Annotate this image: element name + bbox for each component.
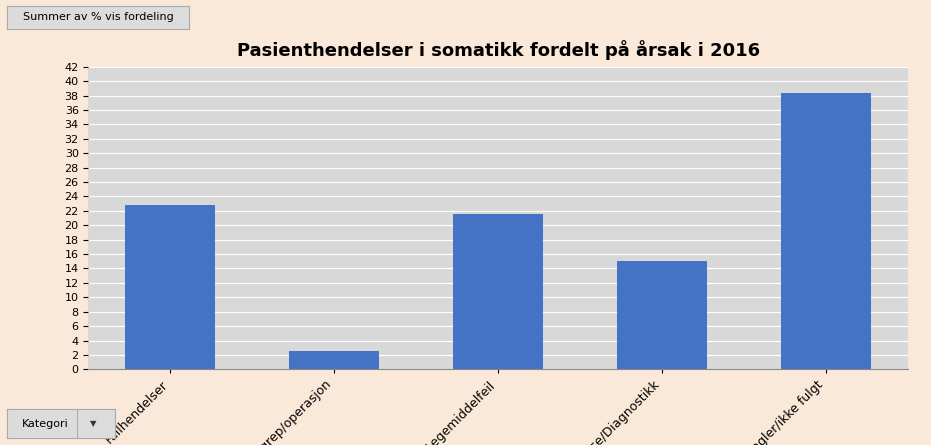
Bar	[781, 93, 870, 369]
Title: Pasienthendelser i somatikk fordelt på årsak i 2016: Pasienthendelser i somatikk fordelt på å…	[236, 40, 760, 60]
Bar	[126, 205, 215, 369]
Text: Kategori: Kategori	[21, 419, 68, 429]
Bar	[290, 351, 379, 369]
Text: Summer av % vis fordeling: Summer av % vis fordeling	[23, 12, 173, 22]
Bar	[617, 261, 707, 369]
Text: ▼: ▼	[90, 419, 96, 429]
Bar	[453, 214, 543, 369]
